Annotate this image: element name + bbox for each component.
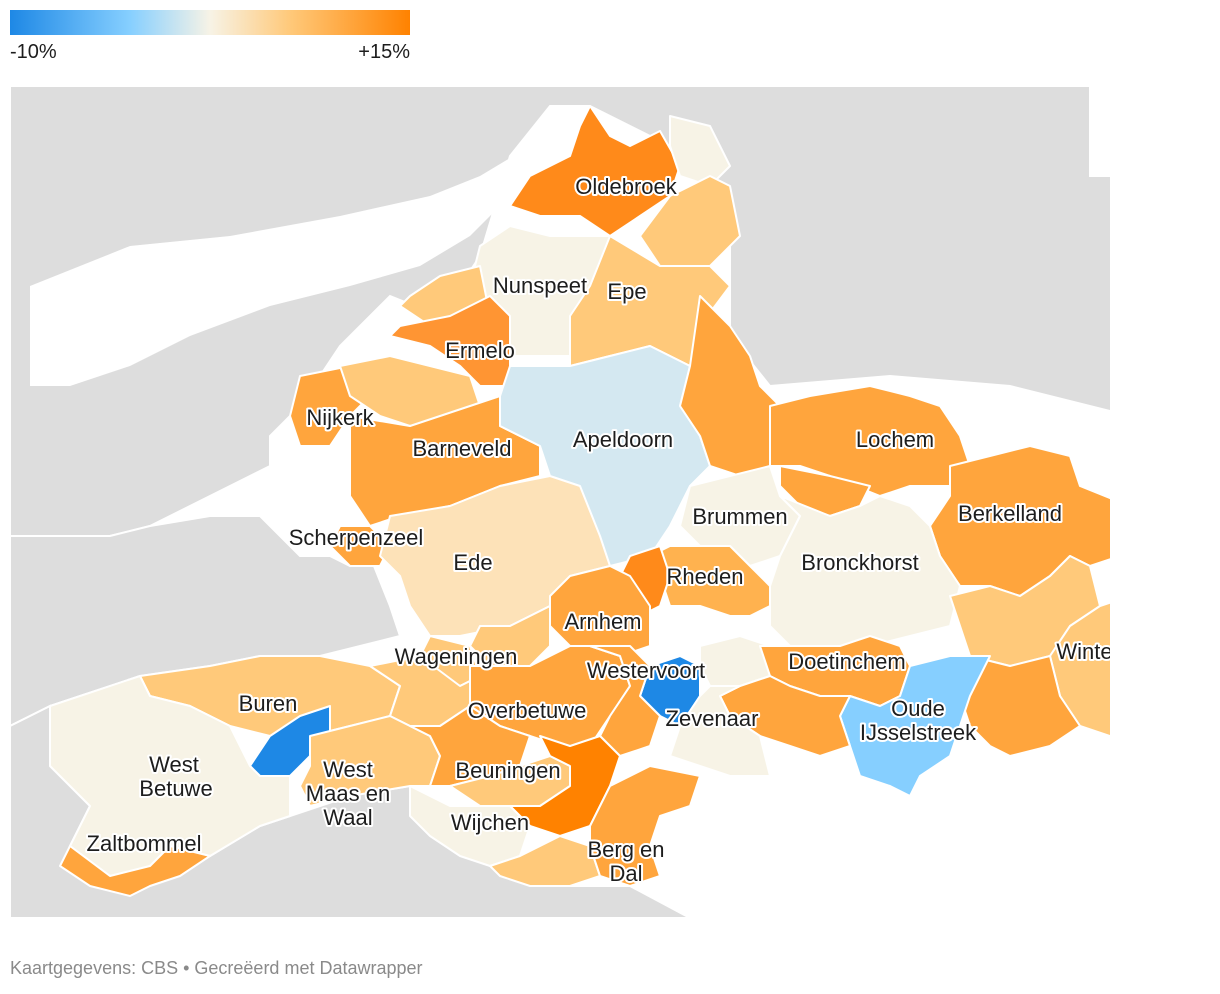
label-berg-en-dal-line2: Dal [609, 861, 642, 886]
label-oude-ijsselstreek-line2: IJsselstreek [860, 720, 977, 745]
municipality-aalten[interactable] [959, 655, 1081, 757]
label-nunspeet: Nunspeet [493, 273, 587, 298]
label-berg-en-dal-line1: Berg en [587, 837, 664, 862]
color-legend: -10% +15% [10, 10, 410, 63]
label-scherpenzeel: Scherpenzeel [289, 525, 424, 550]
label-arnhem: Arnhem [564, 609, 641, 634]
label-overbetuwe: Overbetuwe [468, 698, 587, 723]
gelderland-choropleth-map: Oldebroek Nunspeet Epe Ermelo Nijkerk Ba… [10, 86, 1110, 918]
municipality-berg-en-dal[interactable] [589, 765, 701, 887]
map-credits: Kaartgegevens: CBS • Gecreëerd met Dataw… [10, 958, 423, 978]
municipality-bronckhorst[interactable] [769, 495, 961, 647]
label-oude-ijsselstreek-line1: Oude [891, 696, 945, 721]
label-wageningen: Wageningen [395, 644, 518, 669]
label-epe: Epe [607, 279, 646, 304]
label-zevenaar: Zevenaar [666, 706, 759, 731]
label-ermelo: Ermelo [445, 338, 515, 363]
label-doetinchem: Doetinchem [788, 649, 905, 674]
municipality-rheden[interactable] [649, 545, 771, 617]
municipality-west-betuwe[interactable] [49, 675, 291, 877]
label-west-maas-en-waal-line1: West [323, 757, 373, 782]
label-westervoort: Westervoort [587, 658, 705, 683]
label-nijkerk: Nijkerk [306, 405, 374, 430]
label-apeldoorn: Apeldoorn [573, 427, 673, 452]
label-west-betuwe-line1: West [149, 752, 199, 777]
label-west-betuwe-line2: Betuwe [139, 776, 212, 801]
label-zaltbommel: Zaltbommel [87, 831, 202, 856]
label-barneveld: Barneveld [412, 436, 511, 461]
municipality-ermelo[interactable] [389, 295, 511, 387]
legend-labels: -10% +15% [10, 35, 410, 63]
label-wijchen: Wijchen [451, 810, 529, 835]
municipality-hattem[interactable] [639, 175, 741, 267]
label-west-maas-en-waal-line3: Waal [323, 805, 372, 830]
legend-gradient-bar [10, 10, 410, 35]
label-rheden: Rheden [666, 564, 743, 589]
municipality-lingewaard[interactable] [589, 645, 661, 757]
river-ijsselmeer [30, 106, 570, 386]
municipality-zevenaar[interactable] [669, 685, 771, 777]
municipality-apeldoorn[interactable] [499, 345, 711, 567]
municipality-scherpenzeel[interactable] [329, 525, 391, 567]
label-oldebroek: Oldebroek [575, 174, 678, 199]
municipality-oude-ijsselstreek[interactable] [839, 655, 991, 797]
label-lochem: Lochem [856, 427, 934, 452]
label-ede: Ede [453, 550, 492, 575]
label-berkelland: Berkelland [958, 501, 1062, 526]
municipality-renkum[interactable] [469, 605, 551, 667]
label-winterswijk: Winterswijk [1056, 639, 1110, 664]
label-buren: Buren [239, 691, 298, 716]
label-beuningen: Beuningen [455, 758, 560, 783]
municipality-zaltbommel[interactable] [59, 845, 211, 897]
legend-min-label: -10% [10, 41, 57, 63]
surrounding-land-north [10, 86, 1110, 537]
label-west-maas-en-waal-line2: Maas en [306, 781, 390, 806]
legend-max-label: +15% [358, 41, 410, 63]
label-bronckhorst: Bronckhorst [801, 550, 918, 575]
label-brummen: Brummen [692, 504, 787, 529]
